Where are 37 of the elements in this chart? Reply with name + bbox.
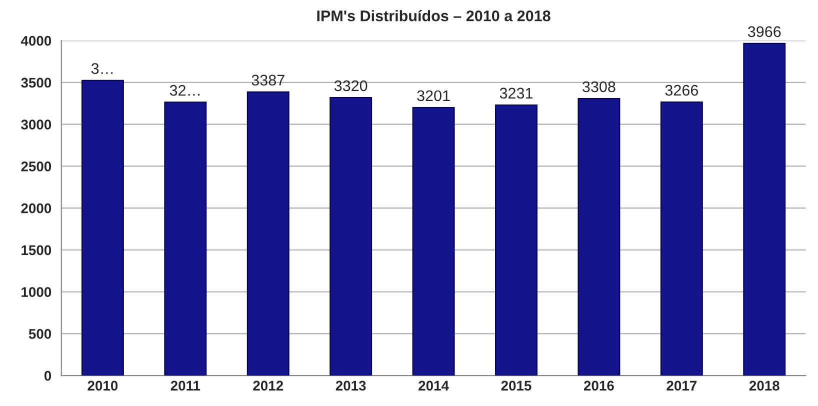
x-tick-label: 2010: [88, 380, 118, 391]
y-tick-label: 2500: [21, 162, 52, 172]
y-tick-label: 500: [28, 329, 52, 339]
data-label: 3966: [748, 26, 781, 38]
x-tick-label: 2014: [418, 380, 449, 391]
y-tick-label: 3000: [21, 120, 52, 130]
x-tick-label: 2016: [584, 380, 614, 391]
data-label: 3387: [252, 74, 284, 86]
data-label: 32…: [170, 84, 200, 96]
bar: [246, 91, 290, 376]
bar: [330, 96, 372, 376]
y-tick-label: 4000: [20, 36, 52, 46]
bar: [660, 102, 703, 376]
y-tick-label: 1000: [22, 287, 52, 297]
bar: [164, 102, 207, 376]
y-tick-label: 3500: [21, 78, 52, 88]
bar: [743, 42, 786, 376]
x-tick-label: 2011: [170, 380, 200, 391]
data-label: 3320: [334, 80, 368, 92]
y-tick-label: 0: [44, 370, 52, 381]
bar: [81, 80, 124, 376]
data-label: 3201: [417, 90, 450, 102]
y-tick-label: 2000: [21, 203, 52, 214]
bar: [495, 104, 538, 376]
x-tick-label: 2017: [666, 380, 697, 391]
x-tick-label: 2018: [749, 380, 780, 391]
data-label: 3266: [665, 84, 698, 96]
data-label: 3…: [91, 63, 113, 74]
data-label: 3231: [500, 88, 532, 99]
x-tick-label: 2015: [501, 380, 532, 391]
data-label: 3308: [582, 81, 616, 92]
y-tick-label: 1500: [22, 245, 52, 256]
bar: [578, 98, 620, 376]
bar: [412, 106, 455, 376]
chart-title: IPM's Distribuídos – 2010 a 2018: [317, 10, 550, 22]
x-tick-label: 2012: [253, 380, 284, 391]
x-tick-label: 2013: [336, 380, 366, 391]
